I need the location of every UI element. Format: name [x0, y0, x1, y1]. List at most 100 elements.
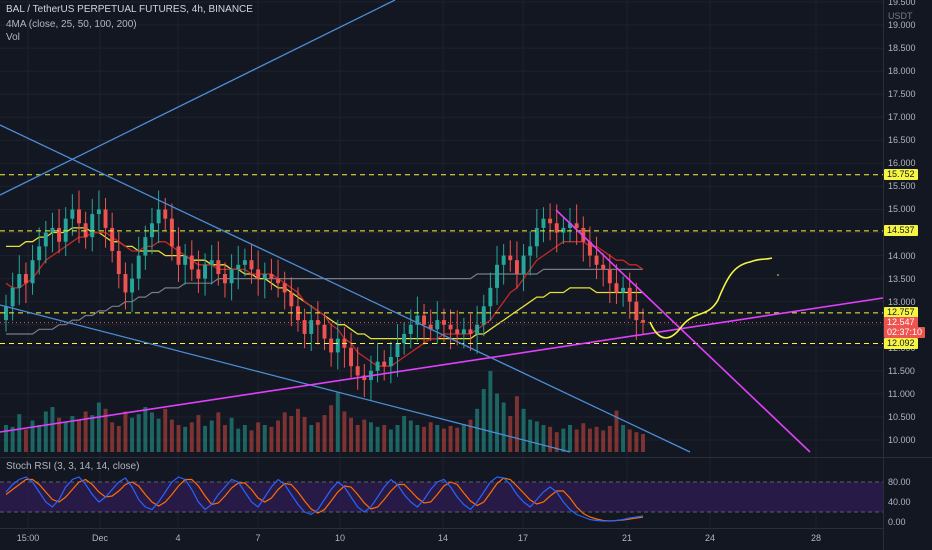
price-tag: 14.537: [884, 225, 918, 237]
volume-bar: [607, 425, 612, 452]
candle-body: [455, 329, 460, 334]
volume-bar: [70, 416, 75, 452]
ma-indicator-label[interactable]: 4MA (close, 25, 50, 100, 200): [6, 19, 137, 30]
volume-bar: [262, 425, 267, 452]
volume-bar: [428, 422, 433, 452]
volume-bar: [203, 425, 208, 452]
volume-bar: [455, 427, 460, 452]
candle-body: [508, 255, 513, 261]
candle-body: [302, 320, 307, 334]
trendline-magenta-support: [0, 297, 884, 433]
time-tick-label: 21: [621, 533, 633, 543]
candle-body: [10, 287, 15, 307]
volume-bar: [216, 412, 221, 452]
candle-body: [322, 324, 327, 339]
volume-bar: [355, 425, 360, 452]
candle-body: [382, 361, 387, 367]
volume-bar: [302, 416, 307, 452]
candle-body: [402, 333, 407, 344]
time-tick-label: 4: [175, 533, 181, 543]
candle-body: [196, 269, 201, 279]
candle-body: [209, 260, 214, 265]
candle-body: [335, 338, 340, 353]
candle-body: [481, 306, 486, 325]
price-tick-label: 13.000: [888, 296, 916, 307]
trendline-magenta-resistance: [555, 209, 811, 453]
candle-body: [495, 264, 499, 288]
projection-dot: [777, 274, 779, 276]
price-tick-label: 18.500: [888, 43, 916, 54]
volume-bar: [634, 432, 639, 452]
volume-bar: [342, 411, 347, 452]
volume-bar: [143, 407, 148, 452]
candle-body: [594, 255, 599, 265]
candle-body: [289, 292, 294, 307]
price-tick-label: 17.000: [888, 112, 916, 123]
volume-bar: [627, 429, 632, 452]
candle-body: [329, 338, 334, 353]
candle-body: [441, 320, 446, 325]
time-tick-label: 7: [255, 533, 261, 543]
volume-bar: [641, 434, 645, 452]
candle-body: [156, 209, 161, 224]
candle-body: [422, 315, 427, 325]
candle-body: [448, 324, 453, 330]
volume-bar: [488, 371, 493, 452]
pane-divider[interactable]: [0, 457, 932, 458]
volume-bar: [554, 432, 559, 452]
volume-bar: [435, 425, 440, 452]
price-tick-label: 11.000: [888, 388, 915, 399]
price-tick-label: 15.500: [888, 181, 916, 192]
volume-bar: [163, 408, 168, 452]
volume-bar: [349, 417, 354, 452]
volume-bar: [256, 422, 261, 452]
candle-body: [256, 269, 261, 279]
price-tick-label: 10.500: [888, 411, 916, 422]
volume-bar: [402, 416, 407, 452]
candle-body: [77, 209, 81, 224]
candle-body: [90, 214, 95, 238]
volume-bar: [289, 416, 294, 452]
volume-bar: [601, 430, 606, 452]
candle-body: [50, 227, 55, 233]
volume-bar: [415, 425, 420, 452]
volume-bar: [574, 429, 579, 452]
price-scale[interactable]: [883, 0, 932, 550]
price-tick-label: 17.500: [888, 89, 916, 100]
candle-body: [150, 223, 154, 238]
volume-bar: [23, 429, 28, 452]
price-tag: 12.757: [884, 307, 918, 319]
projection-path: [649, 257, 773, 339]
price-tick-label: 16.000: [888, 158, 916, 169]
price-tag: 12.547: [884, 317, 918, 329]
candle-body: [163, 209, 168, 219]
volume-bar: [269, 426, 274, 452]
candle-body: [435, 320, 440, 330]
candle-body: [581, 227, 586, 242]
symbol-title[interactable]: BAL / TetherUS PERPETUAL FUTURES, 4h, BI…: [6, 4, 253, 15]
volume-bar: [276, 420, 281, 452]
volume-indicator-label[interactable]: Vol: [6, 32, 20, 43]
volume-bar: [43, 411, 48, 452]
candle-body: [395, 343, 400, 358]
volume-bar: [534, 421, 539, 452]
candle-body: [262, 274, 267, 279]
volume-bar: [209, 420, 214, 452]
candle-body: [415, 315, 420, 325]
volume-bar: [156, 418, 161, 452]
time-tick-label: Dec: [91, 533, 109, 543]
candle-body: [37, 246, 42, 261]
volume-bar: [57, 417, 62, 452]
stoch-tick-label: 80.00: [888, 477, 911, 487]
candle-body: [17, 274, 22, 288]
candle-body: [116, 250, 121, 275]
volume-bar: [176, 425, 181, 452]
candle-body: [43, 232, 48, 247]
candle-body: [355, 366, 360, 376]
stoch-rsi-indicator-label[interactable]: Stoch RSI (3, 3, 14, 14, close): [6, 461, 140, 472]
trendline-blue-up: [0, 0, 396, 196]
candle-body: [561, 227, 566, 233]
volume-bar: [282, 412, 287, 452]
